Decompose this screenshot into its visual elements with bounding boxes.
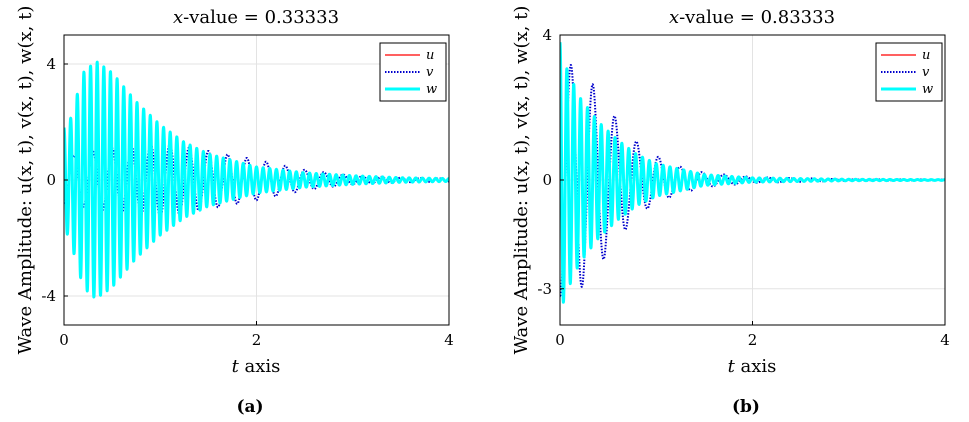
panel-a-ytick-label-2: 4 (46, 55, 56, 73)
panel-b: x-value = 0.83333 0 2 4 -3 0 4 t axis Wave Am… (511, 6, 950, 417)
panel-b-ticks: 0 2 4 -3 0 4 (537, 26, 949, 349)
panel-a-title: x-value = 0.33333 (173, 7, 339, 28)
panel-a-xtick-label-0: 0 (59, 331, 69, 349)
panel-b-legend-label-w: w (922, 82, 933, 97)
panel-a-xlabel: t axis (232, 356, 281, 377)
panel-a-series-w (64, 60, 449, 299)
panel-a-xtick-label-1: 2 (252, 331, 262, 349)
panel-a-ylabel: Wave Amplitude: u(x, t), v(x, t), w(x, t… (15, 6, 36, 355)
panel-a-ytick-label-0: -4 (41, 287, 56, 305)
panel-b-xlabel: t axis (728, 356, 777, 377)
panel-b-xtick-label-1: 2 (748, 331, 758, 349)
panel-b-legend: uvw (875, 42, 943, 102)
panel-a-legend-label-w: w (426, 82, 437, 97)
panel-a-legend: uvw (379, 42, 447, 102)
panel-a-legend-label-u: u (426, 48, 434, 63)
panel-a-plot-area (64, 60, 449, 299)
panel-b-legend-label-u: u (922, 48, 930, 63)
panel-a-caption: (a) (236, 397, 263, 417)
panel-b-legend-label-v: v (922, 65, 930, 80)
panel-a-legend-label-v: v (426, 65, 434, 80)
panel-b-xtick-label-0: 0 (555, 331, 565, 349)
panel-b-plot-area (560, 42, 945, 304)
panel-b-ytick-label-1: 0 (542, 171, 552, 189)
panel-b-caption: (b) (732, 397, 760, 417)
panel-b-series-w (560, 42, 945, 304)
panel-b-title: x-value = 0.83333 (669, 7, 835, 28)
panel-b-ylabel: Wave Amplitude: u(x, t), v(x, t), w(x, t… (511, 6, 532, 355)
panel-a-xtick-label-2: 4 (444, 331, 454, 349)
panel-b-ytick-label-0: -3 (537, 280, 552, 298)
panel-a: x-value = 0.33333 0 2 4 -4 0 4 t axis Wave Am… (15, 6, 454, 417)
panel-a-ticks: 0 2 4 -4 0 4 (41, 55, 453, 349)
panel-a-ytick-label-1: 0 (46, 171, 56, 189)
panel-b-xtick-label-2: 4 (940, 331, 950, 349)
panel-b-ytick-label-2: 4 (542, 26, 552, 44)
